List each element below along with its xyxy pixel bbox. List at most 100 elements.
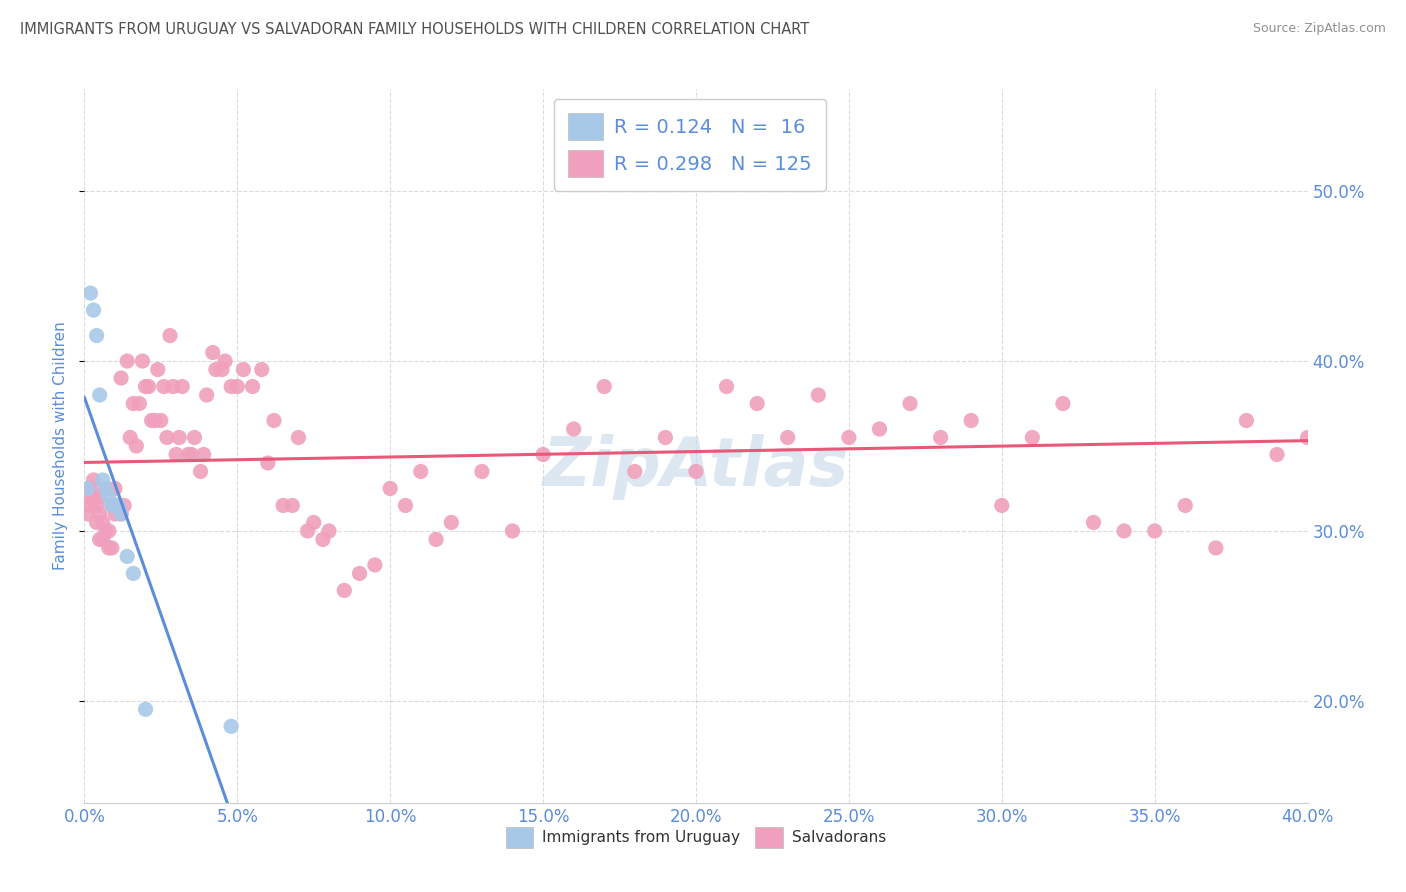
- Point: [654, 430, 676, 444]
- Text: ZipAtlas: ZipAtlas: [543, 434, 849, 500]
- Point: [143, 413, 166, 427]
- Point: [115, 354, 138, 368]
- Point: [115, 549, 138, 564]
- Point: [110, 507, 132, 521]
- Point: [593, 379, 616, 393]
- Point: [153, 379, 176, 393]
- Point: [76, 490, 98, 504]
- Point: [86, 499, 108, 513]
- Point: [104, 482, 127, 496]
- Point: [76, 507, 98, 521]
- Point: [83, 473, 105, 487]
- Point: [79, 482, 101, 496]
- Point: [1388, 354, 1406, 368]
- Point: [409, 465, 432, 479]
- Point: [112, 499, 135, 513]
- Point: [776, 430, 799, 444]
- Point: [162, 379, 184, 393]
- Point: [1083, 516, 1105, 530]
- Point: [183, 430, 205, 444]
- Point: [747, 396, 769, 410]
- Point: [86, 516, 108, 530]
- Point: [190, 465, 212, 479]
- Point: [101, 541, 124, 555]
- Point: [380, 482, 402, 496]
- Point: [471, 465, 494, 479]
- Point: [440, 516, 463, 530]
- Point: [83, 490, 105, 504]
- Point: [91, 516, 114, 530]
- Point: [297, 524, 319, 538]
- Point: [193, 448, 215, 462]
- Point: [263, 413, 285, 427]
- Point: [86, 328, 108, 343]
- Point: [349, 566, 371, 581]
- Point: [107, 499, 129, 513]
- Point: [929, 430, 952, 444]
- Point: [195, 388, 218, 402]
- Point: [214, 354, 236, 368]
- Point: [250, 362, 273, 376]
- Point: [898, 396, 921, 410]
- Point: [180, 448, 202, 462]
- Point: [141, 413, 163, 427]
- Point: [312, 533, 335, 547]
- Point: [211, 362, 233, 376]
- Point: [838, 430, 860, 444]
- Point: [79, 286, 101, 301]
- Point: [172, 379, 194, 393]
- Point: [165, 448, 187, 462]
- Point: [257, 456, 280, 470]
- Point: [89, 490, 111, 504]
- Point: [131, 354, 153, 368]
- Point: [1265, 448, 1288, 462]
- Point: [502, 524, 524, 538]
- Point: [1327, 413, 1350, 427]
- Point: [960, 413, 983, 427]
- Point: [94, 482, 117, 496]
- Point: [125, 439, 148, 453]
- Point: [83, 303, 105, 318]
- Point: [302, 516, 325, 530]
- Point: [94, 524, 117, 538]
- Y-axis label: Family Households with Children: Family Households with Children: [53, 322, 69, 570]
- Point: [104, 507, 127, 521]
- Point: [159, 328, 181, 343]
- Point: [177, 448, 200, 462]
- Point: [97, 541, 120, 555]
- Point: [135, 379, 157, 393]
- Point: [219, 379, 242, 393]
- Point: [120, 430, 142, 444]
- Point: [79, 499, 101, 513]
- Point: [242, 379, 264, 393]
- Point: [122, 396, 145, 410]
- Point: [101, 499, 124, 513]
- Point: [1205, 541, 1227, 555]
- Point: [156, 430, 179, 444]
- Point: [97, 524, 120, 538]
- Point: [205, 362, 228, 376]
- Point: [146, 362, 169, 376]
- Text: IMMIGRANTS FROM URUGUAY VS SALVADORAN FAMILY HOUSEHOLDS WITH CHILDREN CORRELATIO: IMMIGRANTS FROM URUGUAY VS SALVADORAN FA…: [20, 22, 808, 37]
- Point: [110, 371, 132, 385]
- Point: [333, 583, 356, 598]
- Point: [991, 499, 1014, 513]
- Point: [318, 524, 340, 538]
- Point: [232, 362, 254, 376]
- Point: [1174, 499, 1197, 513]
- Point: [167, 430, 190, 444]
- Point: [425, 533, 447, 547]
- Point: [219, 719, 242, 733]
- Point: [807, 388, 830, 402]
- Point: [1372, 354, 1395, 368]
- Point: [1143, 524, 1166, 538]
- Point: [97, 490, 120, 504]
- Point: [624, 465, 647, 479]
- Point: [201, 345, 224, 359]
- Point: [107, 499, 129, 513]
- Point: [1403, 388, 1406, 402]
- Point: [716, 379, 738, 393]
- Point: [364, 558, 387, 572]
- Point: [226, 379, 249, 393]
- Point: [89, 388, 111, 402]
